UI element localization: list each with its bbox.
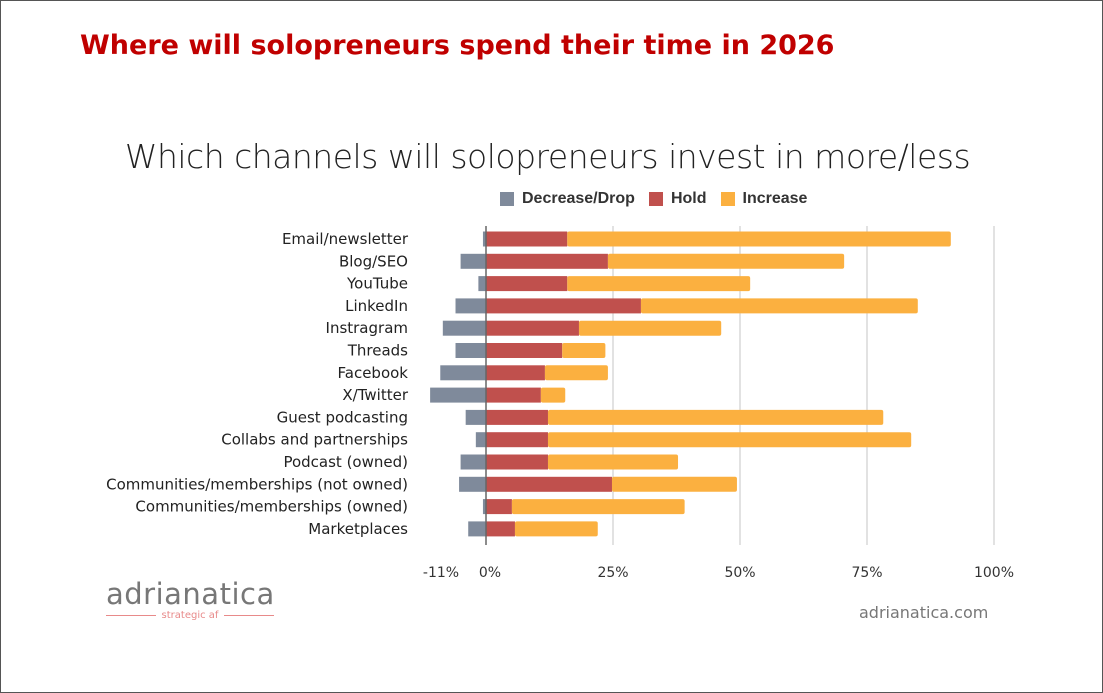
legend: Decrease/Drop Hold Increase: [500, 190, 807, 208]
bar-decrease: [475, 432, 486, 448]
legend-label: Hold: [670, 190, 707, 207]
bar-increase: [611, 476, 737, 492]
bar-decrease: [478, 276, 486, 292]
bar-increase: [562, 343, 606, 358]
logo-tagline-row: strategic af: [106, 610, 274, 621]
category-label: Guest podcasting: [277, 408, 408, 426]
bar-decrease: [440, 365, 486, 381]
category-label: Podcast (owned): [283, 453, 408, 471]
bar-increase: [567, 276, 751, 292]
x-tick-label: -11%: [423, 565, 459, 581]
bar-increase: [511, 499, 685, 515]
bar-increase: [540, 387, 566, 403]
bar-decrease: [459, 476, 486, 492]
bar-increase: [607, 253, 845, 269]
bar-hold: [486, 521, 515, 537]
x-tick-label: 75%: [851, 565, 882, 581]
category-label: Communities/memberships (not owned): [106, 475, 408, 493]
bar-increase: [640, 298, 918, 314]
legend-label: Decrease/Drop: [522, 190, 635, 207]
bar-decrease: [468, 521, 486, 537]
logo-text: adrianatica: [106, 577, 275, 611]
bar-hold: [486, 343, 563, 358]
bar-decrease: [442, 320, 486, 336]
x-tick-label: 0%: [479, 565, 501, 581]
bar-hold: [486, 298, 641, 314]
headline: Where will solopreneurs spend their time…: [80, 30, 835, 61]
bar-increase: [547, 432, 912, 448]
bar-hold: [486, 231, 568, 247]
bar-decrease: [430, 387, 486, 403]
category-label: Marketplaces: [308, 520, 408, 538]
x-tick-label: 100%: [974, 565, 1014, 581]
bar-decrease: [482, 231, 486, 247]
category-label: LinkedIn: [345, 297, 408, 315]
bar-increase: [544, 365, 608, 381]
bar-hold: [486, 432, 548, 448]
bar-increase: [547, 454, 679, 470]
bar-decrease: [465, 409, 486, 425]
bar-increase: [547, 409, 884, 425]
x-tick-label: 25%: [597, 565, 628, 581]
bar-hold: [486, 365, 545, 381]
category-label: Collabs and partnerships: [221, 431, 408, 449]
category-label: YouTube: [346, 275, 408, 293]
legend-label: Increase: [742, 190, 808, 207]
legend-swatch: [648, 192, 663, 206]
chart-title: Which channels will solopreneurs invest …: [124, 137, 971, 176]
logo-tagline: strategic af: [161, 610, 219, 621]
category-label: Blog/SEO: [339, 252, 408, 270]
bar-decrease: [455, 343, 486, 358]
bar-hold: [486, 454, 548, 470]
bar-hold: [486, 320, 579, 336]
category-label: Instragram: [326, 319, 408, 337]
bar-hold: [486, 499, 512, 515]
bar-decrease: [460, 454, 486, 470]
category-label: Threads: [347, 342, 408, 360]
bar-hold: [486, 387, 541, 403]
legend-item-increase: Increase: [720, 190, 808, 208]
legend-item-hold: Hold: [648, 190, 707, 208]
legend-swatch: [500, 192, 514, 206]
bar-decrease: [482, 499, 486, 515]
bar-increase: [578, 320, 722, 336]
bar-increase: [514, 521, 598, 537]
category-label: Email/newsletter: [282, 230, 409, 248]
bar-hold: [486, 253, 608, 269]
bar-hold: [486, 409, 548, 425]
category-label: X/Twitter: [342, 386, 408, 404]
category-label: Communities/memberships (owned): [135, 498, 408, 516]
logo: adrianatica strategic af: [106, 578, 274, 621]
legend-swatch: [720, 192, 735, 206]
legend-item-decrease: Decrease/Drop: [500, 190, 635, 208]
bar-decrease: [455, 298, 486, 314]
bar-hold: [486, 476, 612, 492]
bar-hold: [486, 276, 568, 292]
bar-increase: [567, 231, 951, 247]
category-label: Facebook: [338, 364, 409, 382]
site-url: adrianatica.com: [859, 603, 989, 622]
x-tick-label: 50%: [724, 565, 755, 581]
bar-decrease: [460, 253, 486, 269]
